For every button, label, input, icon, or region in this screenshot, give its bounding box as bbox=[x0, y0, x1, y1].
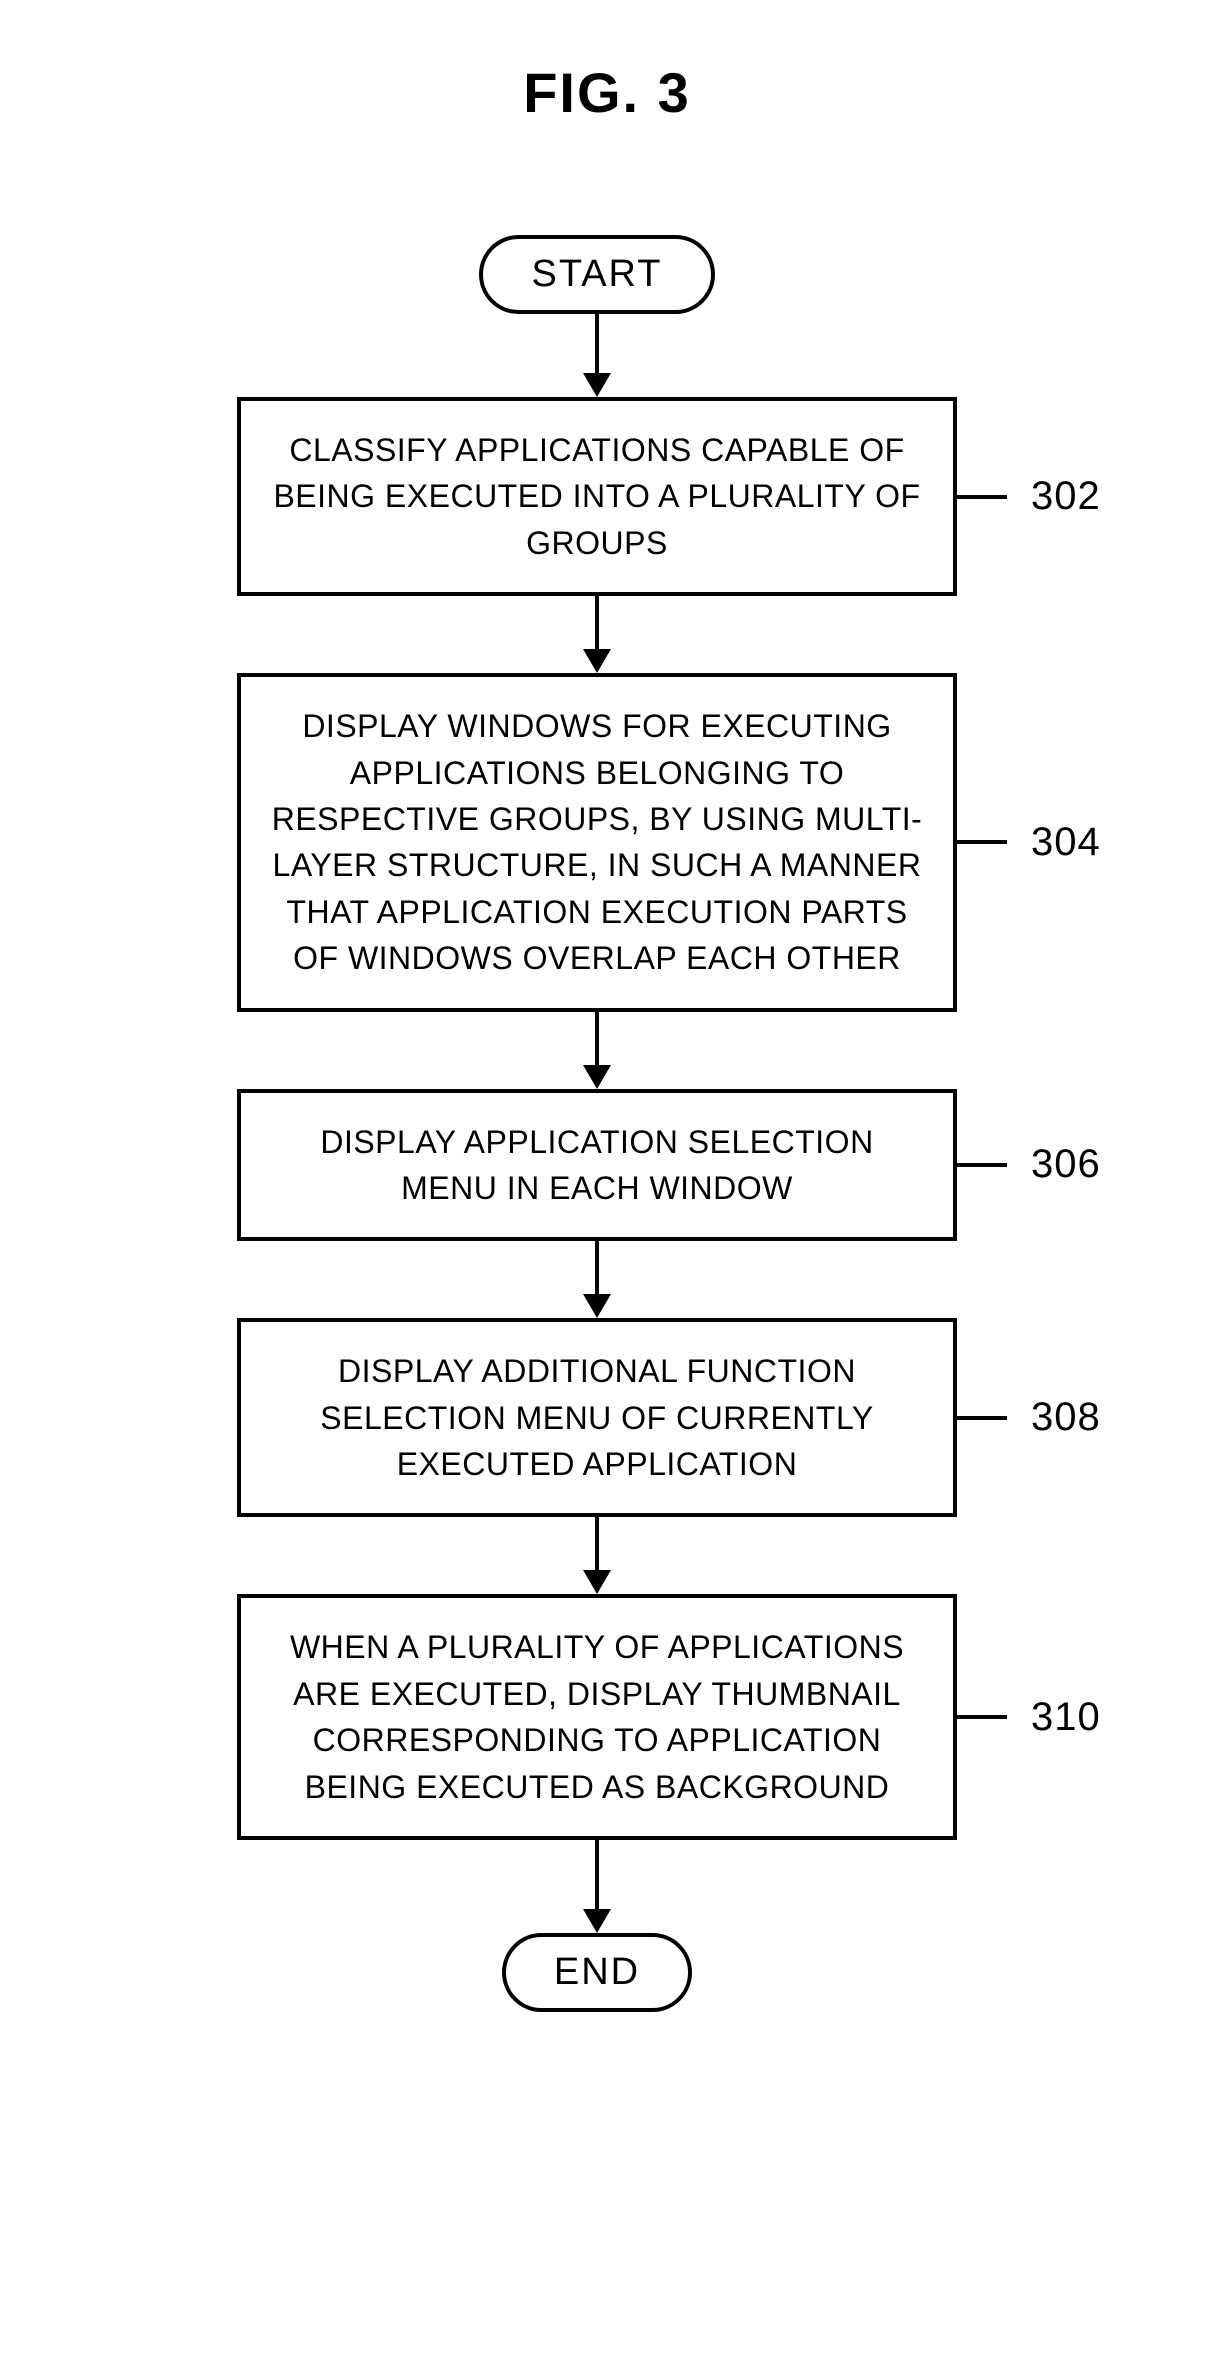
ref-connector bbox=[957, 1715, 1007, 1719]
arrow bbox=[583, 1517, 611, 1594]
ref-label: 310 bbox=[1031, 1695, 1101, 1740]
process-box: WHEN A PLURALITY OF APPLICATIONS ARE EXE… bbox=[237, 1594, 957, 1840]
arrow-head-icon bbox=[583, 649, 611, 673]
arrow-shaft bbox=[595, 1840, 599, 1910]
step-row: DISPLAY APPLICATION SELECTION MENU IN EA… bbox=[237, 1089, 1137, 1242]
process-box: CLASSIFY APPLICATIONS CAPABLE OF BEING E… bbox=[237, 397, 957, 596]
flowchart: START CLASSIFY APPLICATIONS CAPABLE OF B… bbox=[237, 235, 1137, 2012]
arrow-head-icon bbox=[583, 1294, 611, 1318]
process-box: DISPLAY APPLICATION SELECTION MENU IN EA… bbox=[237, 1089, 957, 1242]
process-box: DISPLAY ADDITIONAL FUNCTION SELECTION ME… bbox=[237, 1318, 957, 1517]
arrow-head-icon bbox=[583, 1065, 611, 1089]
arrow bbox=[583, 596, 611, 673]
arrow bbox=[583, 1241, 611, 1318]
ref-label: 306 bbox=[1031, 1142, 1101, 1187]
ref-connector bbox=[957, 1416, 1007, 1420]
arrow-shaft bbox=[595, 1517, 599, 1571]
arrow bbox=[583, 1840, 611, 1933]
arrow-shaft bbox=[595, 1012, 599, 1066]
process-box: DISPLAY WINDOWS FOR EXECUTING APPLICATIO… bbox=[237, 673, 957, 1011]
step-row: DISPLAY ADDITIONAL FUNCTION SELECTION ME… bbox=[237, 1318, 1137, 1517]
terminal-end: END bbox=[502, 1933, 692, 2012]
arrow-shaft bbox=[595, 1241, 599, 1295]
arrow-head-icon bbox=[583, 373, 611, 397]
step-row: CLASSIFY APPLICATIONS CAPABLE OF BEING E… bbox=[237, 397, 1137, 596]
ref-connector bbox=[957, 495, 1007, 499]
arrow bbox=[583, 314, 611, 397]
figure-container: FIG. 3 START CLASSIFY APPLICATIONS CAPAB… bbox=[0, 60, 1214, 2012]
ref-label: 308 bbox=[1031, 1395, 1101, 1440]
arrow bbox=[583, 1012, 611, 1089]
ref-label: 302 bbox=[1031, 474, 1101, 519]
arrow-shaft bbox=[595, 596, 599, 650]
step-row: DISPLAY WINDOWS FOR EXECUTING APPLICATIO… bbox=[237, 673, 1137, 1011]
figure-title: FIG. 3 bbox=[523, 60, 691, 125]
terminal-start: START bbox=[479, 235, 714, 314]
arrow-shaft bbox=[595, 314, 599, 374]
step-row: WHEN A PLURALITY OF APPLICATIONS ARE EXE… bbox=[237, 1594, 1137, 1840]
ref-connector bbox=[957, 840, 1007, 844]
arrow-head-icon bbox=[583, 1570, 611, 1594]
ref-label: 304 bbox=[1031, 820, 1101, 865]
ref-connector bbox=[957, 1163, 1007, 1167]
arrow-head-icon bbox=[583, 1909, 611, 1933]
